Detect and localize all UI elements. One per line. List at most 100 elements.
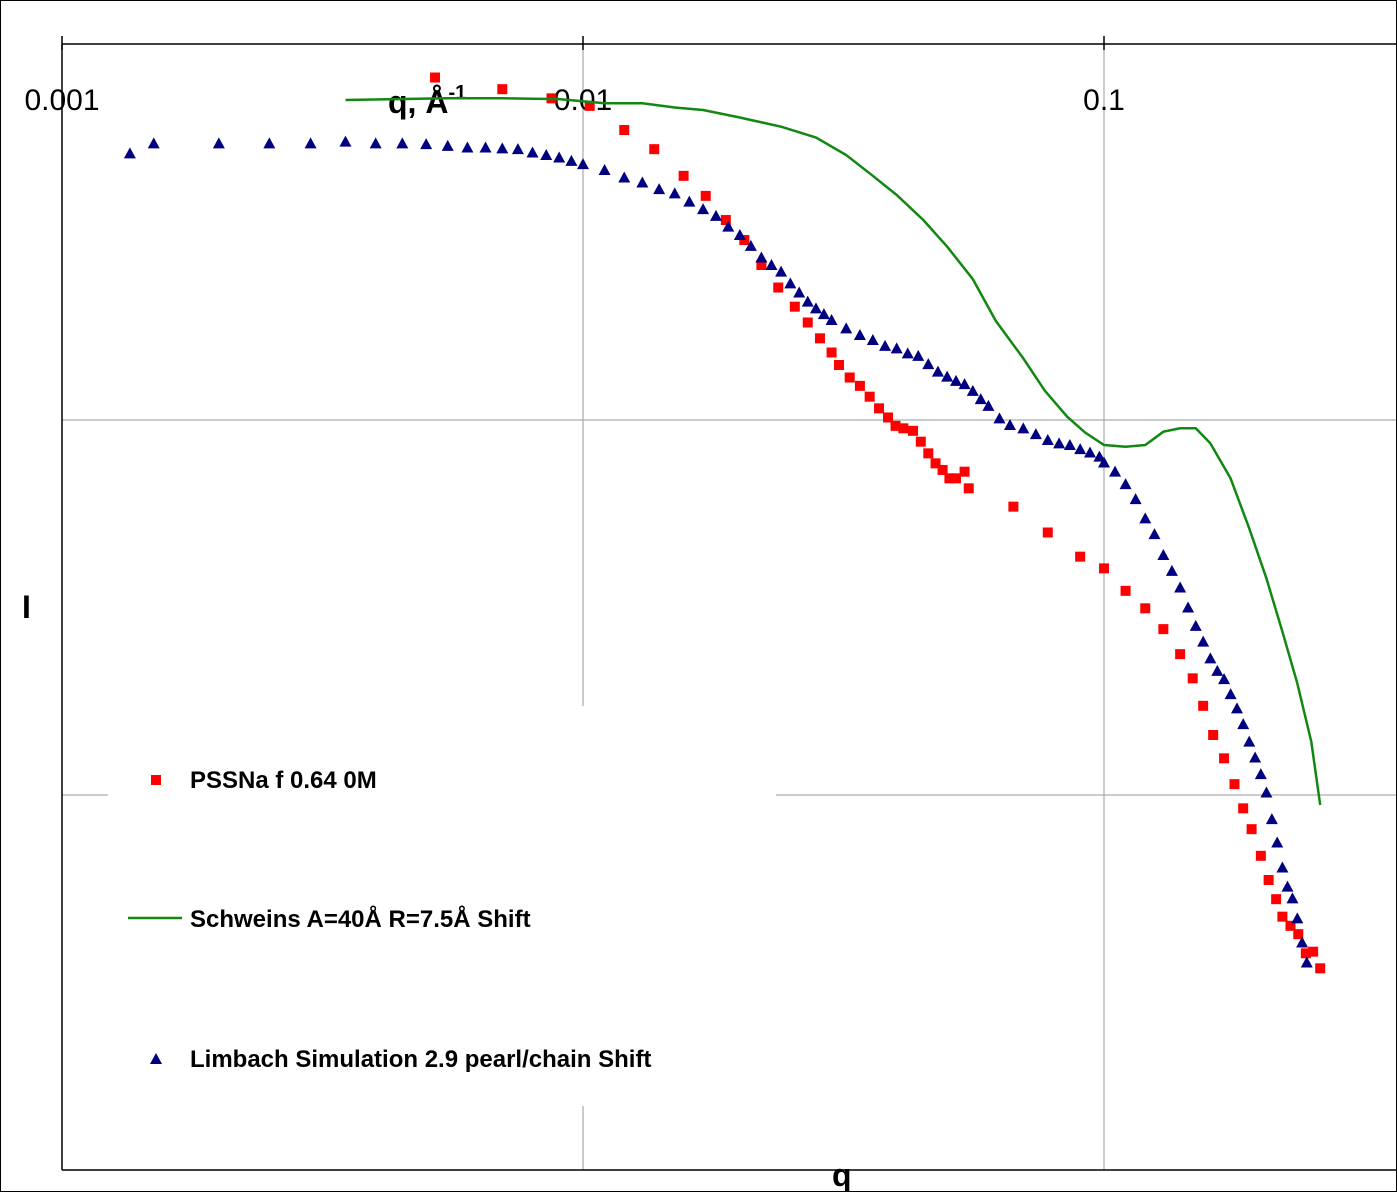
data-point-square [898,423,909,434]
data-point-triangle [733,229,746,241]
x-axis-title-top-superscript: -1 [448,82,466,104]
legend-label: PSSNa f 0.64 0M [190,767,377,794]
data-point-triangle [1204,652,1217,664]
data-point-triangle [396,137,409,149]
data-point-triangle [1139,512,1152,524]
data-point-triangle [784,277,797,289]
data-point-triangle [1109,465,1122,477]
data-point-square [1285,920,1296,931]
data-point-triangle [1281,880,1294,892]
data-point-triangle [1063,439,1076,451]
data-point-triangle [420,138,433,150]
data-point-triangle [1174,581,1187,593]
data-point-triangle [890,342,903,354]
series-3 [123,135,1313,968]
data-point-square [430,72,441,83]
data-point-triangle [1276,861,1289,873]
data-point-triangle [840,322,853,334]
data-point-triangle [966,384,979,396]
data-point-triangle [1218,673,1231,685]
data-point-square [951,473,962,484]
axes [61,36,1397,1171]
data-point-square [678,170,689,181]
data-point-square [1271,894,1282,905]
data-point-triangle [479,141,492,153]
data-point-triangle [1243,735,1256,747]
data-point-triangle [577,158,589,170]
data-point-triangle [565,154,578,166]
data-point-square [789,301,800,312]
data-point-square [1229,779,1240,790]
legend: PSSNa f 0.64 0M Schweins A=40Å R=7.5Å Shi… [108,706,776,1106]
x-axis-title-bottom: q [832,1157,852,1192]
series-layer [123,72,1326,974]
data-point-triangle [1083,446,1096,458]
data-point-square [814,333,825,344]
data-point-square [1208,730,1219,740]
data-point-square [1246,824,1257,835]
data-point-square [874,403,885,414]
data-point-square [649,144,660,155]
data-point-triangle [1157,549,1170,560]
data-point-triangle [540,148,553,160]
data-point-triangle [653,183,666,195]
data-point-square [1255,850,1266,861]
data-point-square [1277,911,1288,922]
data-point-square [1187,673,1198,684]
data-point-square [1075,551,1086,562]
data-point-triangle [1165,564,1178,576]
data-point-triangle [1182,601,1195,613]
data-point-triangle [461,141,474,153]
legend-square-swatch [151,775,161,785]
data-point-triangle [817,308,830,320]
data-point-triangle [1197,635,1210,647]
data-point-triangle [1237,718,1250,730]
data-point-square [1238,803,1249,814]
series-line [345,97,1322,806]
data-point-triangle [1286,892,1299,904]
data-point-square [1315,963,1326,974]
data-point-triangle [722,220,735,232]
data-point-triangle [950,374,963,386]
data-point-square [802,317,813,328]
data-point-square [1140,603,1151,614]
data-point-triangle [212,137,225,149]
data-point-triangle [526,146,539,158]
data-point-square [756,260,767,271]
data-point-square [890,420,901,431]
data-point-triangle [809,302,822,314]
data-point-triangle [263,137,276,149]
data-point-triangle [1129,493,1142,505]
data-point-square [1120,585,1131,596]
data-point-triangle [339,135,352,147]
data-point-triangle [1053,437,1066,449]
data-point-square [908,425,919,436]
data-point-triangle [1271,836,1284,848]
data-point-square [1158,624,1169,635]
data-point-triangle [931,365,944,377]
data-point-square [1008,501,1019,512]
data-point-square [930,458,941,469]
data-point-triangle [1017,422,1030,434]
data-point-triangle [993,412,1006,424]
data-point-square [497,84,508,95]
data-point-triangle [511,143,524,155]
data-point-triangle [304,137,317,149]
data-point-triangle [1148,528,1161,540]
data-point-triangle [1254,768,1267,780]
data-point-triangle [1029,428,1042,440]
data-point-triangle [793,286,806,298]
data-point-square [1300,948,1311,959]
data-point-triangle [1098,456,1110,468]
data-point-triangle [369,137,382,149]
data-point-triangle [697,203,710,215]
data-point-triangle [982,399,995,411]
data-point-square [720,215,731,226]
data-point-triangle [1296,936,1309,948]
data-point-triangle [1074,443,1087,455]
data-point-square [1293,929,1304,940]
y-axis-title: I [22,589,31,625]
data-point-square [1219,753,1230,764]
data-point-square [963,483,974,494]
legend-background [108,706,776,1106]
